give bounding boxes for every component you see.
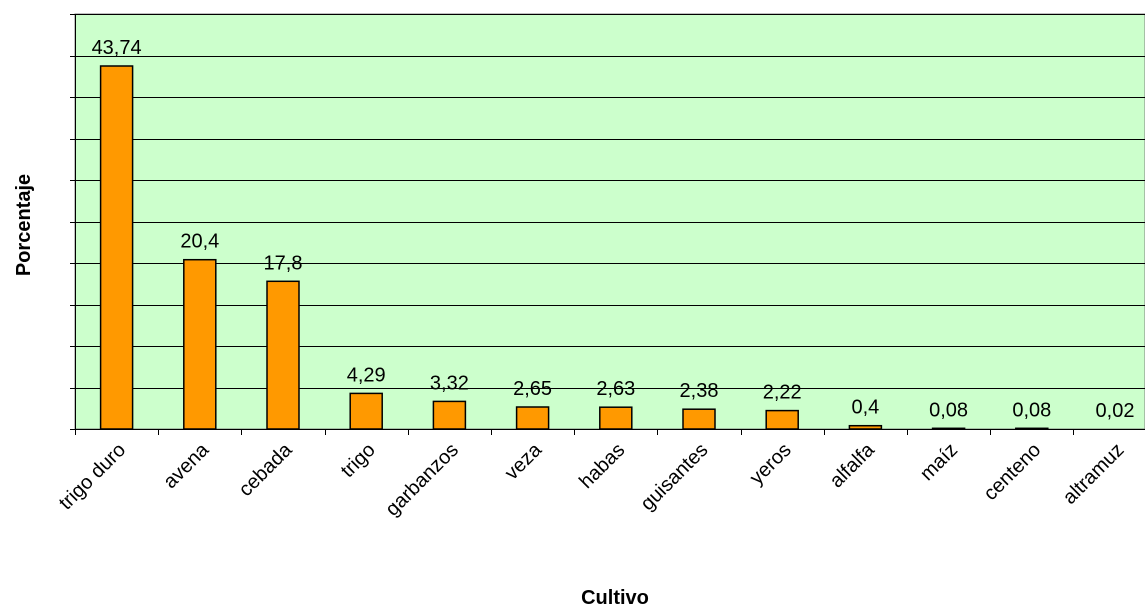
x-tick-label: alfalfa: [826, 438, 880, 492]
bar: [349, 392, 383, 430]
x-tick-label: trigo duro: [55, 439, 130, 514]
data-label: 0,02: [1096, 400, 1135, 422]
data-label: 43,74: [92, 37, 142, 59]
bar: [183, 258, 217, 430]
bar: [931, 427, 966, 430]
data-label: 2,65: [513, 378, 552, 400]
x-tick-label: garbanzos: [381, 439, 463, 521]
x-tick-label: cebada: [235, 438, 298, 501]
bar: [848, 424, 883, 430]
data-label: 2,38: [680, 380, 719, 402]
bar: [682, 408, 716, 430]
x-tick-label: avena: [159, 438, 214, 493]
data-label: 2,22: [763, 382, 802, 404]
x-tick-label: yeros: [746, 439, 796, 489]
data-label: 20,4: [180, 231, 219, 253]
data-label: 0,08: [929, 399, 968, 421]
bar: [99, 65, 134, 430]
gridlines: [75, 14, 1145, 389]
bar: [599, 406, 633, 430]
x-tick-label: maíz: [916, 439, 962, 485]
plot-area: [74, 13, 1145, 430]
x-tick-label: habas: [575, 439, 629, 493]
x-tick-label: veza: [501, 438, 547, 484]
x-tick-label: trigo: [337, 439, 380, 482]
x-tick-labels: trigo duro avena cebada trigo garbanzos veza h…: [55, 438, 1129, 520]
x-tick-label: centeno: [979, 439, 1045, 505]
bar: [432, 400, 467, 430]
data-label: 17,8: [264, 252, 303, 274]
y-axis-title: Porcentaje: [13, 174, 35, 276]
bar: [266, 280, 300, 430]
data-label: 0,08: [1012, 399, 1051, 421]
bar: [515, 406, 550, 430]
data-label: 2,63: [596, 378, 635, 400]
data-label: 3,32: [430, 372, 469, 394]
bar: [1015, 427, 1049, 430]
data-label: 0,4: [851, 397, 879, 419]
data-labels: 43,74 20,4 17,8 4,29 3,32 2,65 2,63 2,38 2,22 0,4…: [92, 37, 1135, 422]
x-tick-label: guisantes: [636, 439, 712, 515]
x-tick-label: altramuz: [1059, 439, 1129, 509]
x-axis-title: Cultivo: [581, 587, 649, 609]
x-axis: [70, 14, 1145, 435]
data-label: 4,29: [347, 364, 386, 386]
bar: [765, 409, 799, 430]
